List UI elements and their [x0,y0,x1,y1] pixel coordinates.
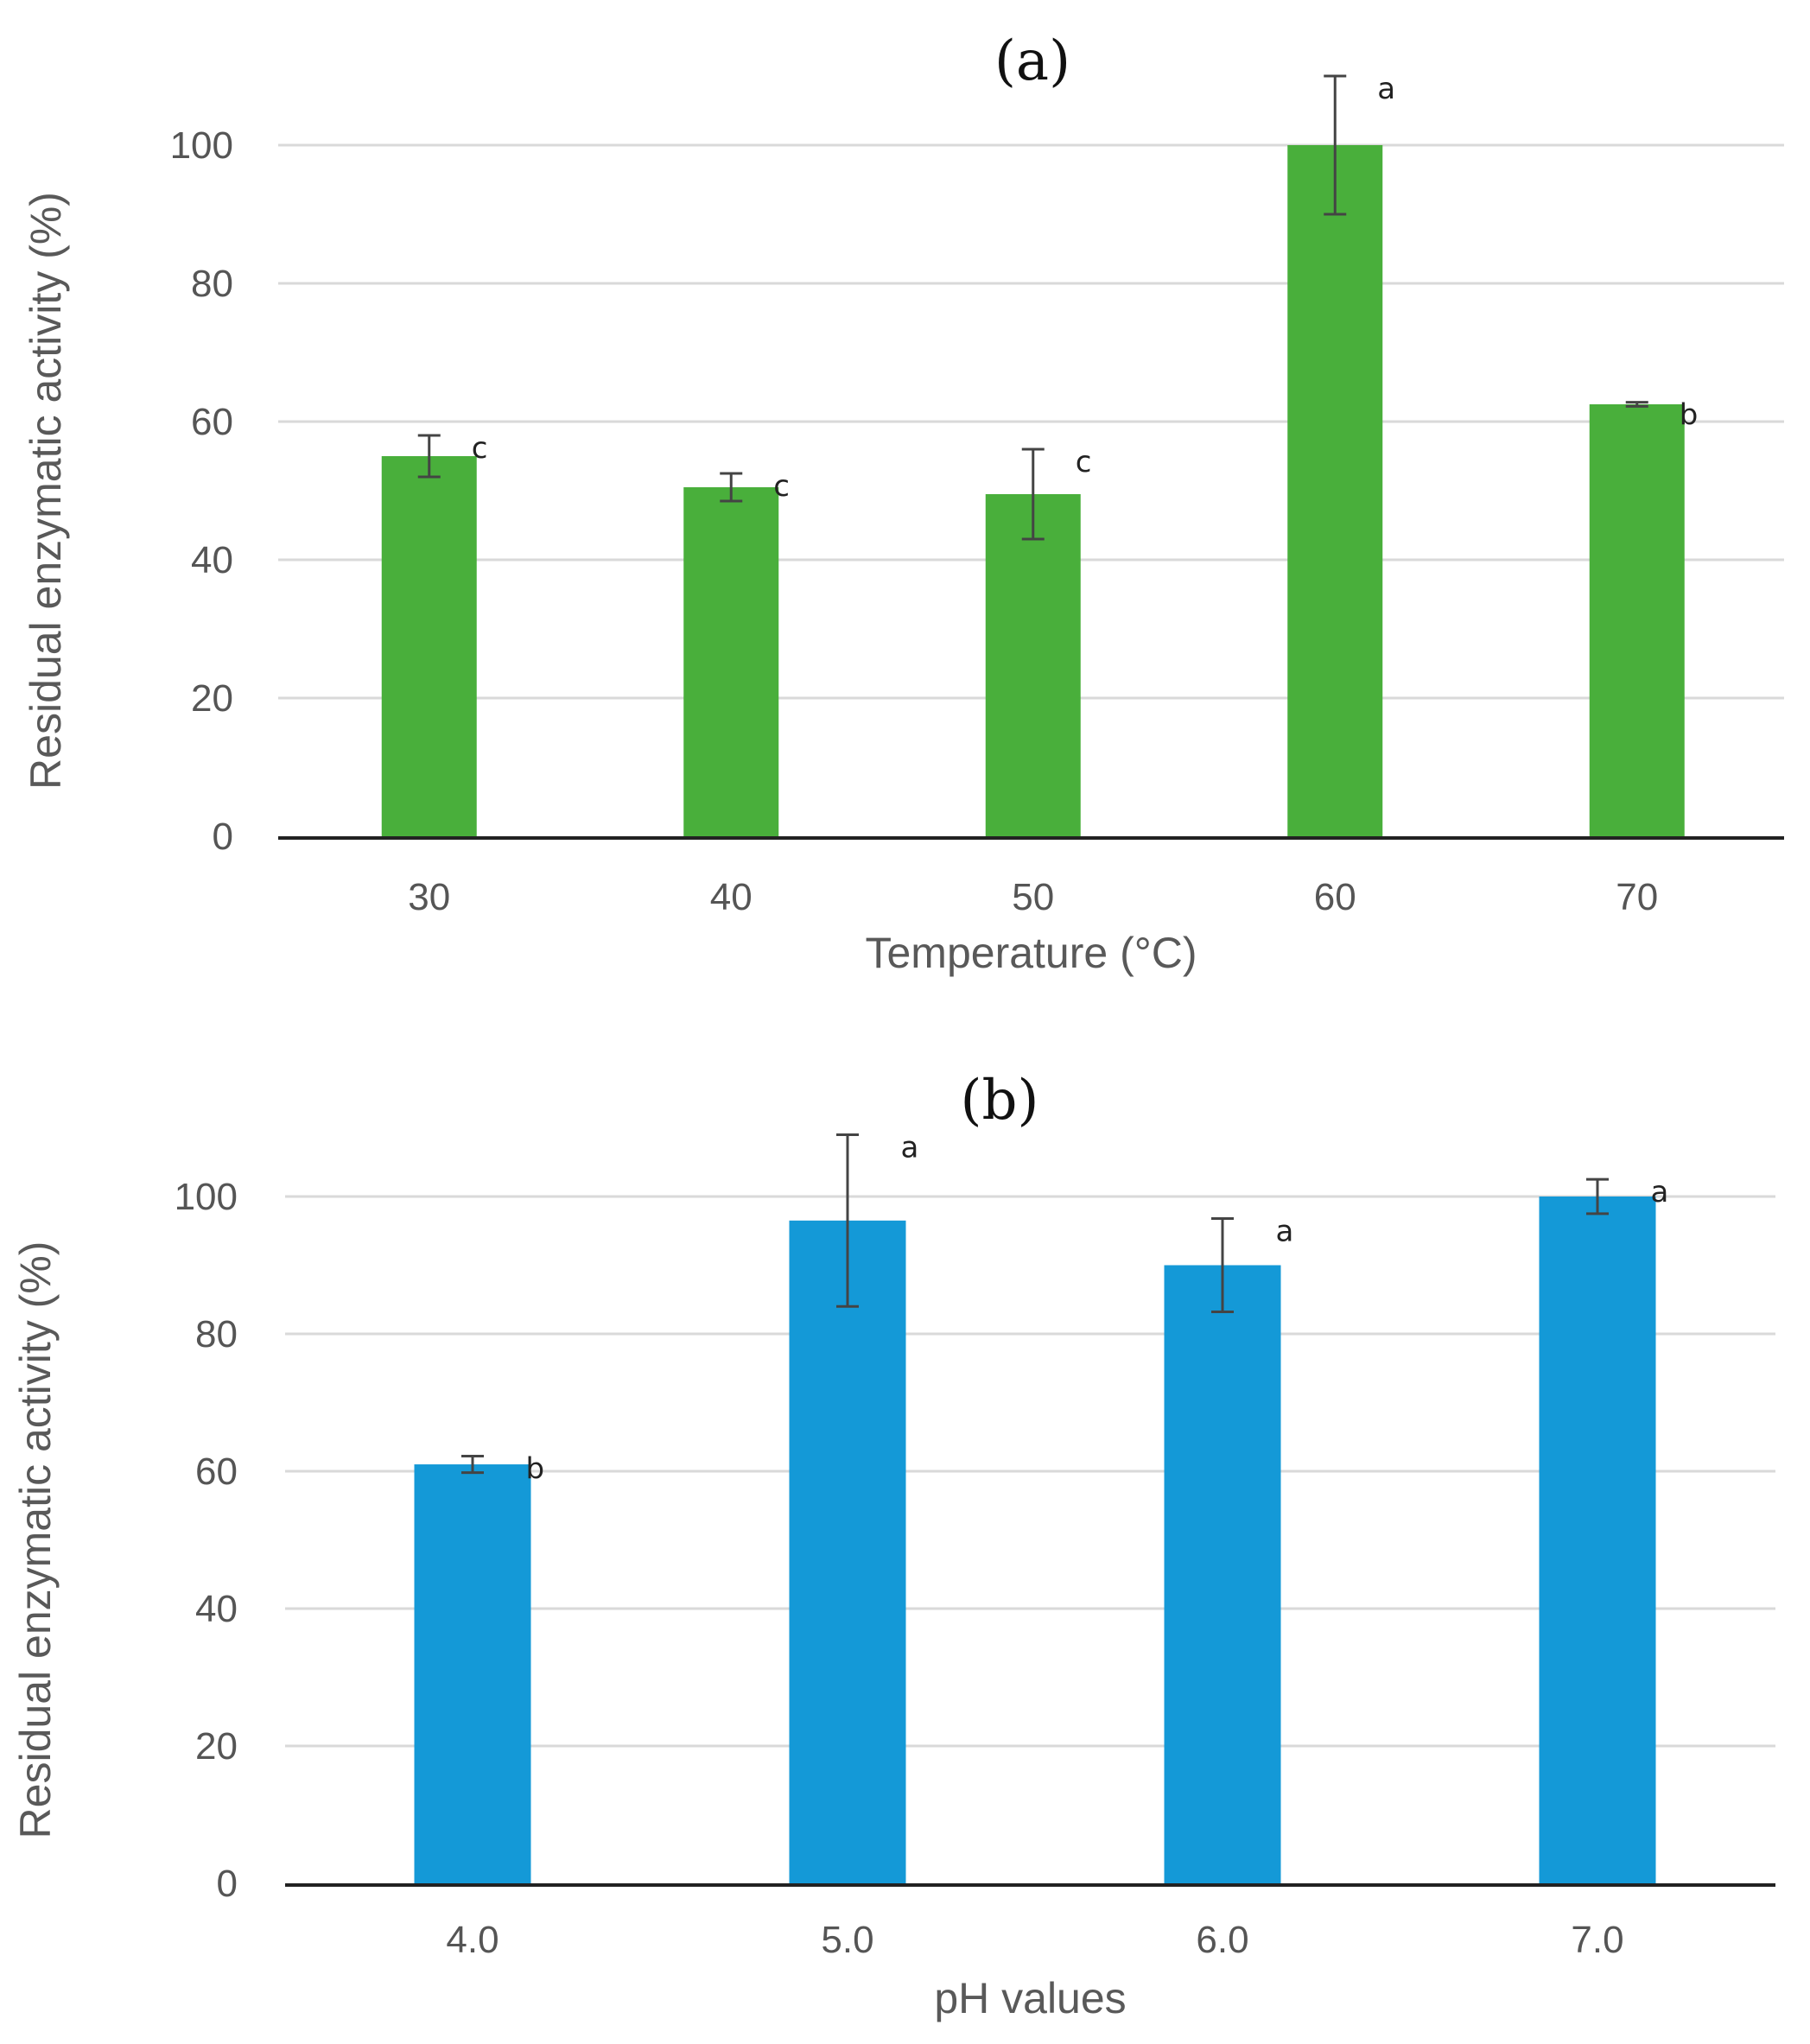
significance-letter: a [1276,1214,1294,1248]
significance-letter: b [1680,398,1699,433]
x-axis-label: pH values [934,1974,1126,2022]
x-tick-label: 60 [1314,876,1356,918]
panel-a: (a) 0 20 40 60 80 100 Residual enzymatic activi… [22,29,1784,977]
significance-letter: c [1076,445,1092,479]
panel-title: (a) [994,29,1070,93]
x-tick-label: 50 [1012,876,1054,918]
panel-b: (b) 0 20 40 60 80 100 Residual enzymatic activi… [11,1069,1775,2022]
x-tick-label: 40 [710,876,753,918]
y-tick-label: 60 [195,1450,238,1493]
y-axis-label: Residual enzymatic activity (%) [22,192,70,790]
y-tick-label: 100 [170,124,233,167]
bar-30 [381,456,477,836]
bar-70 [1589,404,1685,836]
y-tick-label: 20 [191,677,233,720]
panel-title: (b) [961,1069,1039,1133]
y-tick-label: 0 [217,1863,238,1905]
y-tick-label: 40 [195,1588,238,1630]
x-tick-label: 7.0 [1571,1919,1623,1961]
significance-letter: b [526,1452,545,1487]
x-axis-label: Temperature (°C) [866,929,1197,977]
x-tick-label: 70 [1616,876,1658,918]
bar-7-0 [1539,1197,1656,1883]
bar-4-0 [414,1464,531,1883]
significance-letter: a [1651,1175,1669,1209]
x-tick-label: 5.0 [821,1919,873,1961]
bar-5-0 [789,1220,906,1883]
y-axis-label: Residual enzymatic activity (%) [11,1241,60,1839]
y-tick-label: 80 [195,1313,238,1355]
bar-40 [683,487,779,836]
y-tick-label: 80 [191,263,233,305]
bar-60 [1287,145,1383,836]
y-tick-label: 40 [191,539,233,581]
y-tick-label: 100 [175,1176,238,1218]
significance-letter: c [472,431,488,466]
x-tick-label: 4.0 [446,1919,499,1961]
y-tick-label: 20 [195,1725,238,1768]
x-tick-label: 6.0 [1196,1919,1248,1961]
bar-6-0 [1164,1265,1281,1883]
x-tick-label: 30 [408,876,450,918]
bar-50 [985,494,1081,836]
significance-letter: a [901,1130,919,1165]
significance-letter: c [773,469,790,504]
y-tick-label: 60 [191,401,233,443]
y-tick-label: 0 [213,816,233,858]
significance-letter: a [1377,72,1395,106]
